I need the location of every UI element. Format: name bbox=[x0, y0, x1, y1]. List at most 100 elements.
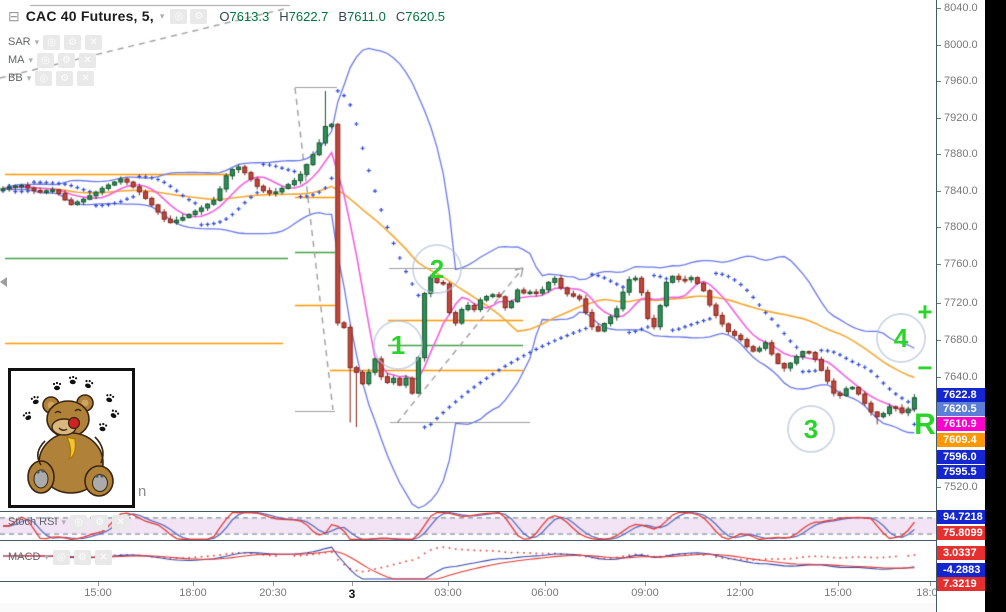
price-tick bbox=[937, 303, 941, 304]
gear-icon[interactable]: ⚙ bbox=[73, 549, 91, 565]
eye-icon[interactable]: ◎ bbox=[70, 514, 88, 530]
gear-icon[interactable]: ⚙ bbox=[91, 514, 109, 530]
axis-value-tag: 7620.5 bbox=[937, 402, 986, 416]
scroll-left-arrow[interactable] bbox=[0, 277, 7, 287]
stray-letter: n bbox=[138, 483, 147, 500]
time-tick bbox=[273, 582, 274, 586]
eye-icon[interactable]: ◎ bbox=[43, 34, 61, 50]
right-black-strip bbox=[985, 0, 1006, 612]
time-tick bbox=[545, 582, 546, 586]
price-tick-label: 7840.0 bbox=[944, 185, 978, 197]
price-axis[interactable]: 8040.0 8000.0 7960.0 7920.0 7880.0 7840.0 7800… bbox=[936, 0, 986, 612]
price-tick-label: 7800.0 bbox=[944, 221, 978, 233]
eye-icon[interactable]: ◎ bbox=[37, 52, 55, 68]
wave-number-annotation[interactable]: 3 bbox=[787, 405, 835, 453]
price-tick bbox=[937, 227, 941, 228]
time-tick bbox=[740, 582, 741, 586]
main-chart-canvas[interactable] bbox=[0, 0, 936, 511]
chevron-down-icon[interactable]: ▾ bbox=[34, 36, 40, 47]
axis-value-tag: 7596.0 bbox=[937, 450, 986, 464]
time-tick bbox=[930, 582, 931, 586]
time-tick bbox=[98, 582, 99, 586]
time-axis[interactable]: 15:00 18:00 20:30 3 03:00 06:00 09:00 12:00 15:0… bbox=[0, 581, 985, 604]
ohlc-item: H7622.7 bbox=[279, 8, 329, 24]
price-tick-label: 7880.0 bbox=[944, 148, 978, 160]
time-tick-label: 15:00 bbox=[824, 587, 852, 599]
price-tick bbox=[937, 8, 941, 9]
time-tick-label: 20:30 bbox=[259, 587, 287, 599]
time-tick-label: 3 bbox=[348, 587, 356, 601]
close-icon[interactable]: ✕ bbox=[77, 70, 95, 86]
time-tick-label: 06:00 bbox=[531, 587, 559, 599]
time-tick bbox=[838, 582, 839, 586]
legend-row-bb: BB ▾ ◎ ⚙ ✕ bbox=[8, 70, 95, 86]
ohlc-values: O7613.3 H7622.7 B7611.0 C7620.5 bbox=[219, 9, 445, 24]
axis-value-tag: 3.0337 bbox=[937, 546, 986, 560]
price-tick-label: 7520.0 bbox=[944, 481, 978, 493]
legend-row-ma: MA ▾ ◎ ⚙ ✕ bbox=[8, 52, 97, 68]
chevron-down-icon[interactable]: ▾ bbox=[61, 516, 67, 527]
price-tick-label: 7920.0 bbox=[944, 112, 978, 124]
panel-separator[interactable] bbox=[0, 540, 985, 541]
time-tick-label: 09:00 bbox=[631, 587, 659, 599]
axis-value-tag: 7.3219 bbox=[937, 577, 986, 591]
eye-icon[interactable]: ◎ bbox=[52, 549, 70, 565]
plus-annotation[interactable]: + bbox=[917, 296, 933, 327]
indicator-label: BB bbox=[8, 72, 23, 84]
collapse-icon[interactable]: ⊟ bbox=[8, 8, 20, 24]
legend-row-macd: MACD ▾ ◎ ⚙ ✕ bbox=[8, 549, 112, 565]
panel-separator[interactable] bbox=[0, 511, 985, 512]
gear-icon[interactable]: ⚙ bbox=[190, 8, 208, 24]
indicator-label: SAR bbox=[8, 36, 31, 48]
time-tick bbox=[448, 582, 449, 586]
time-tick-label: 12:00 bbox=[726, 587, 754, 599]
price-tick-label: 7720.0 bbox=[944, 297, 978, 309]
chevron-down-icon[interactable]: ▾ bbox=[26, 72, 32, 83]
close-icon[interactable]: ✕ bbox=[85, 34, 103, 50]
axis-value-tag: 7610.9 bbox=[937, 417, 986, 431]
legend-row-stoch-rsi: Stoch RSI ▾ ◎ ⚙ ✕ bbox=[8, 514, 130, 530]
chevron-down-icon[interactable]: ▾ bbox=[28, 54, 34, 65]
gear-icon[interactable]: ⚙ bbox=[56, 70, 74, 86]
price-tick bbox=[937, 154, 941, 155]
price-tick-label: 8040.0 bbox=[944, 2, 978, 14]
price-tick bbox=[937, 264, 941, 265]
gear-icon[interactable]: ⚙ bbox=[58, 52, 76, 68]
axis-value-tag: -4.2883 bbox=[937, 563, 986, 577]
close-icon[interactable]: ✕ bbox=[94, 549, 112, 565]
r-annotation[interactable]: R bbox=[914, 408, 936, 441]
chevron-down-icon[interactable]: ▾ bbox=[44, 551, 49, 562]
bottom-strip bbox=[0, 603, 985, 612]
price-tick bbox=[937, 81, 941, 82]
axis-value-tag: 94.7218 bbox=[937, 510, 986, 524]
chevron-down-icon[interactable]: ▾ bbox=[159, 10, 165, 21]
panel-label: Stoch RSI bbox=[8, 516, 58, 528]
time-tick-label: 18:00 bbox=[179, 587, 207, 599]
legend-row-sar: SAR ▾ ◎ ⚙ ✕ bbox=[8, 34, 103, 50]
bear-image[interactable] bbox=[8, 368, 135, 508]
gear-icon[interactable]: ⚙ bbox=[64, 34, 82, 50]
symbol-title[interactable]: CAC 40 Futures, 5, bbox=[25, 8, 154, 24]
wave-number-annotation[interactable]: 2 bbox=[412, 244, 462, 294]
ohlc-item: B7611.0 bbox=[338, 8, 386, 24]
wave-number-annotation[interactable]: 4 bbox=[876, 313, 926, 363]
price-tick bbox=[937, 191, 941, 192]
header-buttons: ◎ ⚙ bbox=[170, 8, 208, 24]
stoch-rsi-panel-canvas[interactable] bbox=[0, 512, 936, 540]
minus-annotation[interactable]: − bbox=[917, 352, 933, 383]
axis-value-tag: 75.8099 bbox=[937, 526, 986, 540]
price-tick-label: 7680.0 bbox=[944, 334, 978, 346]
eye-icon[interactable]: ◎ bbox=[35, 70, 53, 86]
eye-icon[interactable]: ◎ bbox=[170, 8, 188, 24]
time-tick bbox=[645, 582, 646, 586]
price-tick-label: 7960.0 bbox=[944, 75, 978, 87]
close-icon[interactable]: ✕ bbox=[112, 514, 130, 530]
time-tick-label: 03:00 bbox=[434, 587, 462, 599]
time-tick bbox=[193, 582, 194, 586]
bear-drawing bbox=[22, 375, 120, 497]
wave-number-annotation[interactable]: 1 bbox=[373, 320, 423, 370]
price-tick bbox=[937, 487, 941, 488]
close-icon[interactable]: ✕ bbox=[79, 52, 97, 68]
macd-panel-canvas[interactable] bbox=[0, 541, 936, 581]
